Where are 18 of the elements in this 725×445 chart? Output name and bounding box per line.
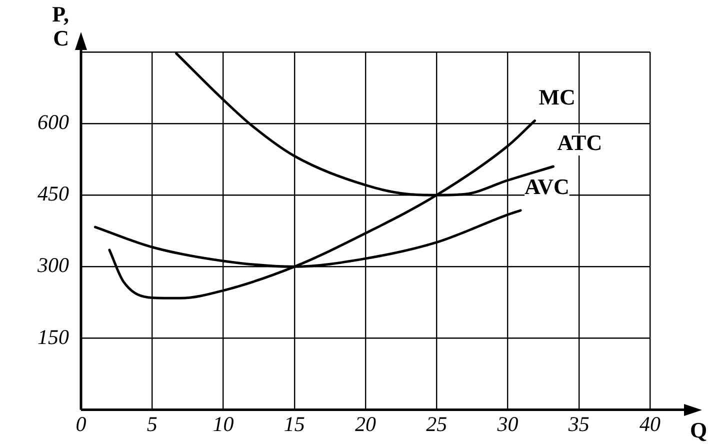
y-axis-title: P, C (52, 2, 69, 51)
x-tick-label: 5 (146, 412, 158, 436)
series-label: AVC (524, 174, 570, 200)
x-tick-label: 30 (496, 412, 519, 436)
x-tick-label: 40 (640, 412, 661, 436)
y-tick-label: 450 (38, 182, 70, 206)
y-tick-label: 150 (38, 324, 70, 349)
x-tick-label: 0 (76, 412, 87, 436)
x-tick-label: 20 (355, 412, 376, 436)
x-tick-label: 35 (567, 412, 590, 436)
series-label: MC (538, 84, 576, 110)
series-label: ATC (557, 130, 602, 156)
y-tick-label: 600 (38, 110, 70, 134)
x-tick-label: 15 (284, 412, 305, 436)
x-axis-title: Q (690, 417, 708, 442)
x-tick-label: 10 (212, 412, 234, 436)
x-tick-label: 25 (426, 412, 448, 436)
y-tick-label: 300 (36, 253, 70, 278)
